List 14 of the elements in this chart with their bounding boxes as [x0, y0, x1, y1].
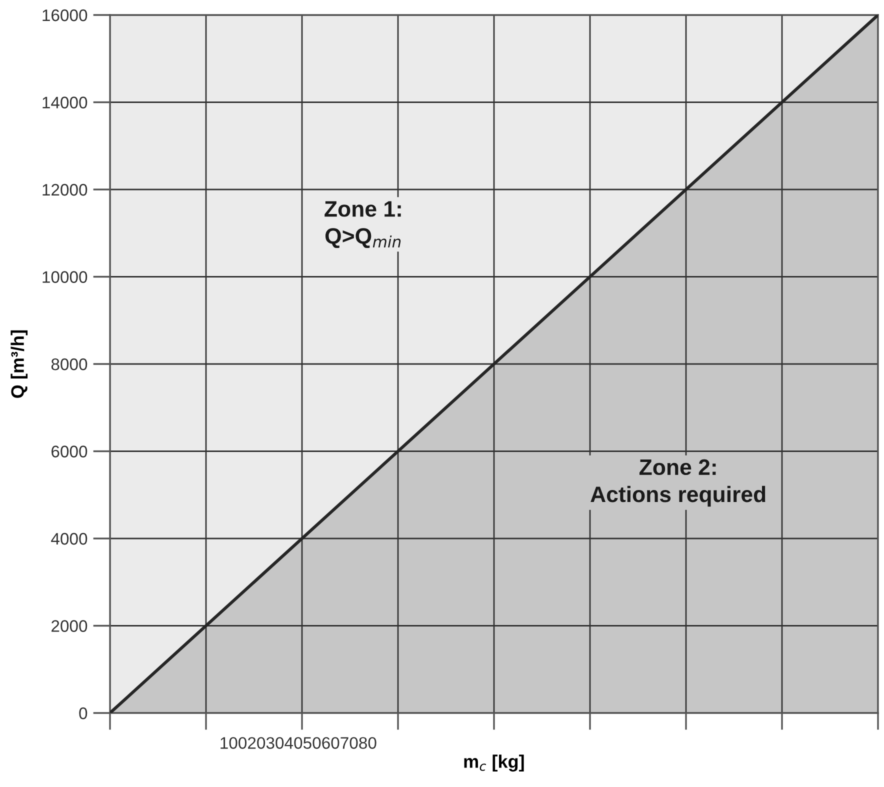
y-tick-label: 4000	[51, 532, 88, 545]
y-tick-label: 12000	[42, 184, 88, 196]
y-tick-label: 8000	[51, 358, 88, 370]
annotation: Zone 2: Actions required	[590, 459, 766, 507]
annotation: Zone 1: Q>Q$_{min}$	[324, 201, 401, 248]
y-tick-label: 14000	[42, 96, 88, 108]
text: 10020304050607080	[220, 737, 376, 749]
x-axis-title: m$_{c}$ [kg]	[464, 754, 524, 772]
y-tick-label: 6000	[52, 446, 88, 458]
y-tick-label: 16000	[42, 9, 88, 22]
y-tick-label: 0	[79, 707, 88, 720]
y-tick-label: 10000	[42, 271, 88, 283]
y-axis-title: Q [m³/h]	[10, 330, 28, 398]
y-tick-label: 2000	[52, 620, 88, 632]
